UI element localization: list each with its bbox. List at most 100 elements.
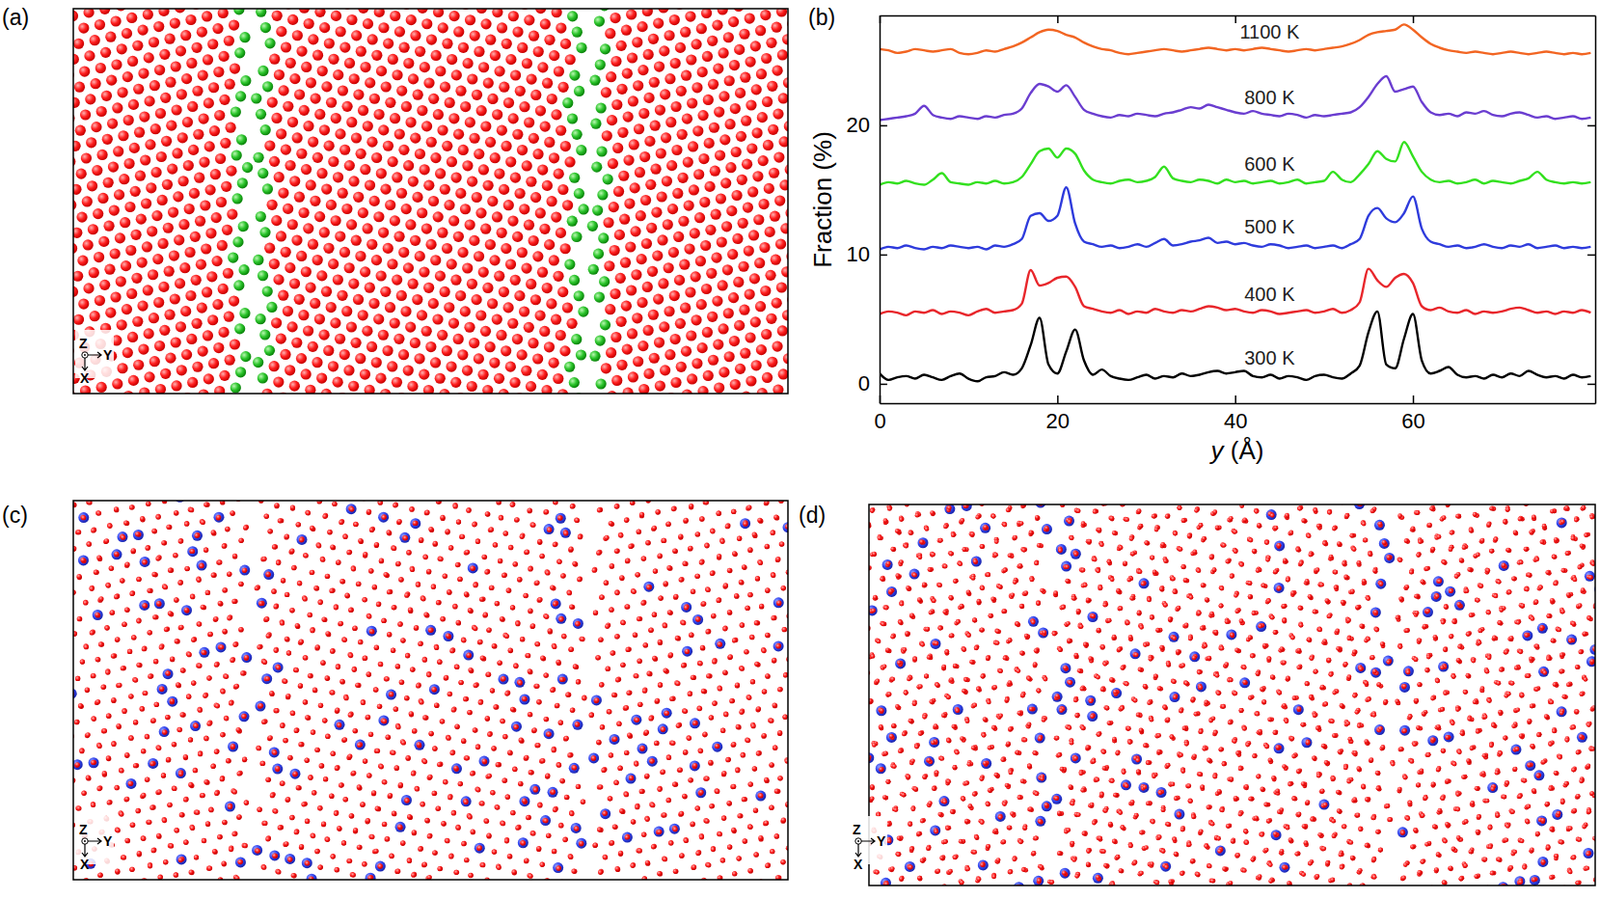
solute-atom — [116, 531, 128, 543]
atom — [468, 235, 480, 246]
atom — [269, 360, 280, 372]
atom — [348, 278, 359, 290]
atom — [106, 755, 111, 760]
atom — [321, 286, 332, 298]
atom — [294, 191, 305, 203]
atom — [172, 552, 178, 558]
atom — [109, 15, 121, 27]
atom — [701, 283, 712, 295]
atom — [141, 559, 147, 565]
atom — [244, 654, 249, 660]
atom — [231, 598, 237, 604]
atom — [130, 504, 136, 510]
atom — [496, 22, 508, 33]
atom — [222, 587, 228, 593]
atom — [768, 167, 780, 179]
atom — [129, 591, 135, 597]
atom — [428, 93, 439, 105]
atom — [436, 329, 448, 341]
atom — [80, 658, 85, 664]
atom — [73, 10, 79, 22]
atom — [103, 539, 109, 544]
atom — [534, 310, 545, 322]
atom — [501, 38, 513, 50]
atom — [202, 329, 214, 341]
atom — [127, 649, 133, 654]
atom — [361, 222, 373, 234]
atom — [95, 656, 101, 662]
boundary-atom — [255, 313, 267, 325]
atom — [116, 43, 128, 55]
atom — [255, 847, 261, 853]
atom — [228, 846, 234, 852]
atom — [560, 38, 571, 50]
atom — [302, 325, 314, 336]
atom — [85, 775, 91, 781]
atom — [680, 70, 692, 82]
atom — [77, 574, 82, 580]
atom — [771, 65, 783, 77]
atom — [559, 345, 570, 356]
atom — [165, 670, 171, 676]
atom — [421, 18, 433, 29]
atom — [214, 109, 225, 121]
atom — [321, 388, 332, 394]
atom — [194, 533, 200, 539]
atom — [226, 615, 232, 621]
atom — [266, 777, 272, 783]
atom — [271, 749, 277, 755]
atom — [146, 225, 158, 237]
atom — [135, 808, 141, 814]
atom — [686, 97, 698, 109]
atom — [164, 714, 170, 720]
atom — [302, 699, 308, 705]
atom — [104, 264, 115, 275]
atom — [267, 199, 278, 211]
atom — [775, 238, 787, 249]
atom — [162, 729, 167, 734]
atom — [212, 572, 217, 578]
atom — [453, 231, 464, 243]
atom — [757, 111, 768, 123]
atom — [550, 314, 562, 326]
solute-atom — [272, 661, 284, 673]
atom — [725, 162, 736, 173]
atom — [142, 602, 148, 608]
atom — [255, 745, 261, 751]
atom — [535, 8, 546, 14]
atom — [632, 355, 644, 367]
atom — [546, 93, 558, 105]
atom — [758, 155, 769, 166]
atom — [148, 673, 154, 678]
atom — [152, 614, 158, 620]
atom — [212, 23, 223, 34]
atom — [346, 116, 357, 128]
atom — [613, 186, 624, 197]
atom — [83, 644, 89, 650]
atom — [180, 667, 186, 673]
atom — [242, 757, 247, 762]
atom — [90, 527, 96, 533]
atom — [364, 77, 376, 88]
atom — [772, 383, 784, 394]
atom — [421, 325, 433, 337]
atom — [114, 868, 120, 874]
atom — [455, 290, 466, 301]
atom — [112, 145, 124, 157]
atom — [184, 246, 195, 258]
atom — [135, 576, 141, 582]
atom — [304, 757, 310, 762]
atom — [128, 693, 134, 699]
atom — [291, 337, 302, 349]
atom — [515, 85, 526, 97]
atom — [140, 748, 146, 754]
atom — [211, 255, 222, 267]
atom — [164, 33, 176, 45]
atom — [702, 51, 713, 62]
atom — [739, 72, 751, 83]
atom — [131, 634, 136, 640]
atom — [296, 148, 307, 160]
atom — [314, 747, 320, 753]
atom — [200, 604, 206, 610]
atom — [453, 26, 464, 37]
